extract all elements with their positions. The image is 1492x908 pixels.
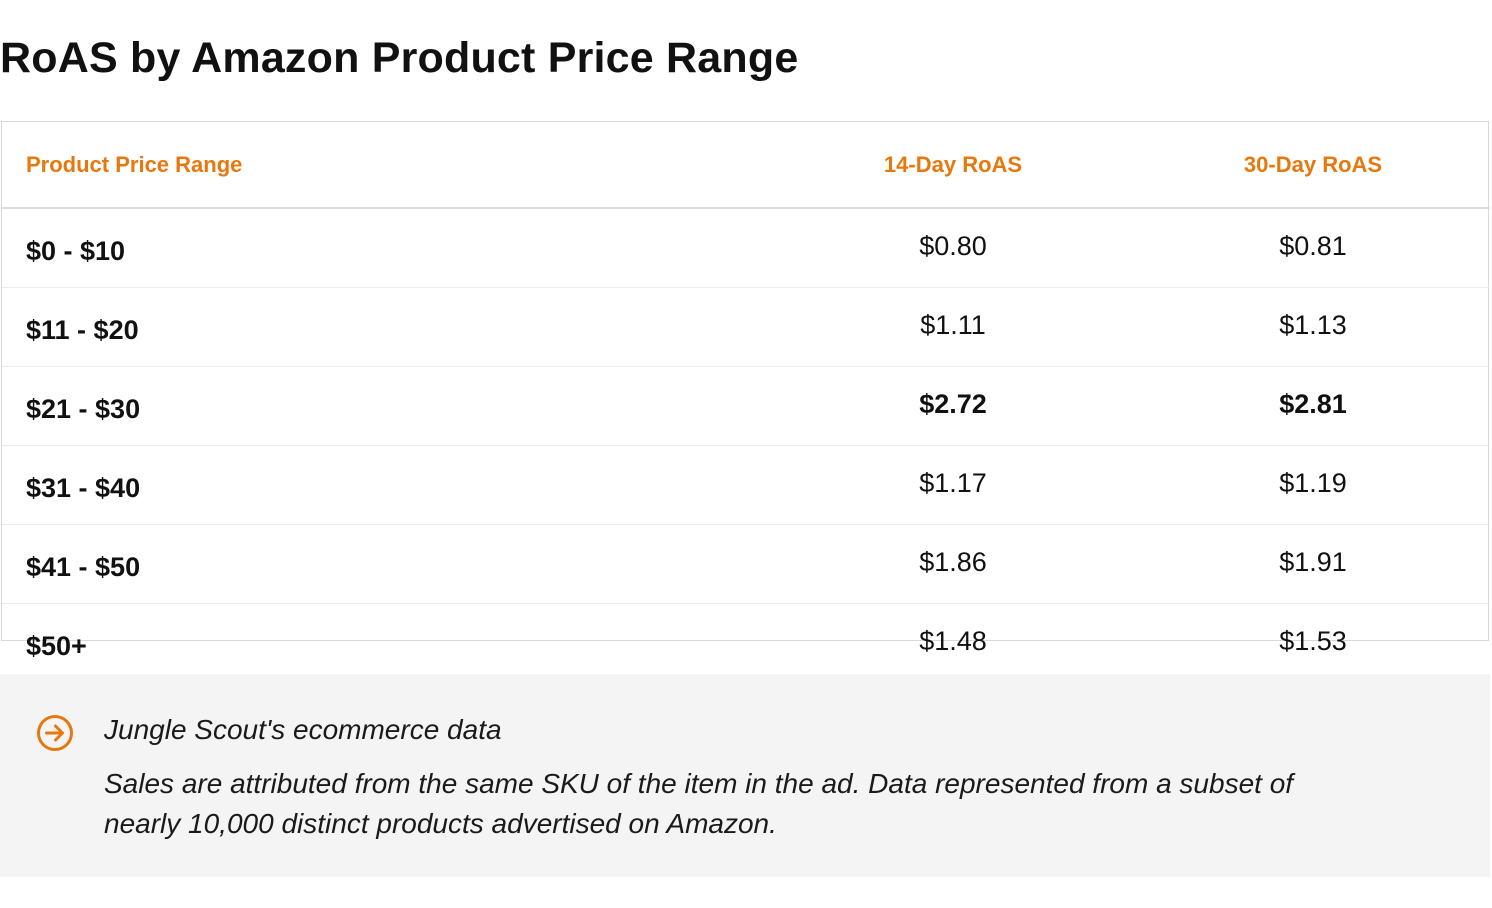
- table-row: $21 - $30 $2.72 $2.81: [2, 366, 1490, 446]
- roas-30-cell: $1.53: [1279, 625, 1347, 656]
- table-row: $31 - $40 $1.17 $1.19: [2, 445, 1490, 525]
- roas-30-cell: $1.13: [1136, 287, 1490, 367]
- roas-14-cell: $1.48: [919, 625, 987, 656]
- roas-30-cell: $1.19: [1136, 445, 1490, 525]
- source-note: Jungle Scout's ecommerce data Sales are …: [0, 674, 1490, 877]
- roas-table: Product Price Range 14-Day RoAS 30-Day R…: [2, 122, 1490, 682]
- price-range-cell: $50+: [26, 630, 87, 661]
- header-30-day-roas: 30-Day RoAS: [1136, 122, 1490, 209]
- price-range-cell: $41 - $50: [2, 524, 770, 604]
- price-range-cell: $31 - $40: [2, 445, 770, 525]
- price-range-cell: $0 - $10: [2, 208, 770, 288]
- price-range-cell: $11 - $20: [2, 287, 770, 367]
- roas-30-cell: $0.81: [1136, 208, 1490, 288]
- roas-14-cell: $1.11: [770, 287, 1136, 367]
- table-header-row: Product Price Range 14-Day RoAS 30-Day R…: [2, 122, 1490, 209]
- table-row: $50+ $1.48 $1.53: [2, 604, 1490, 683]
- note-heading: Jungle Scout's ecommerce data: [104, 714, 502, 745]
- roas-table-container: Product Price Range 14-Day RoAS 30-Day R…: [1, 121, 1490, 661]
- roas-14-cell: $2.72: [770, 366, 1136, 446]
- table-row: $41 - $50 $1.86 $1.91: [2, 524, 1490, 604]
- header-14-day-roas: 14-Day RoAS: [770, 122, 1136, 209]
- roas-30-cell: $1.91: [1136, 524, 1490, 604]
- page-title: RoAS by Amazon Product Price Range: [0, 34, 799, 82]
- price-range-cell: $21 - $30: [2, 366, 770, 446]
- table-row: $0 - $10 $0.80 $0.81: [2, 208, 1490, 288]
- table-row: $11 - $20 $1.11 $1.13: [2, 287, 1490, 367]
- roas-30-cell: $2.81: [1136, 366, 1490, 446]
- roas-14-cell: $1.17: [770, 445, 1136, 525]
- header-price-range: Product Price Range: [2, 122, 770, 209]
- roas-14-cell: $0.80: [770, 208, 1136, 288]
- arrow-circle-right-icon: [36, 714, 74, 752]
- note-text: Sales are attributed from the same SKU o…: [104, 768, 1294, 839]
- roas-14-cell: $1.86: [770, 524, 1136, 604]
